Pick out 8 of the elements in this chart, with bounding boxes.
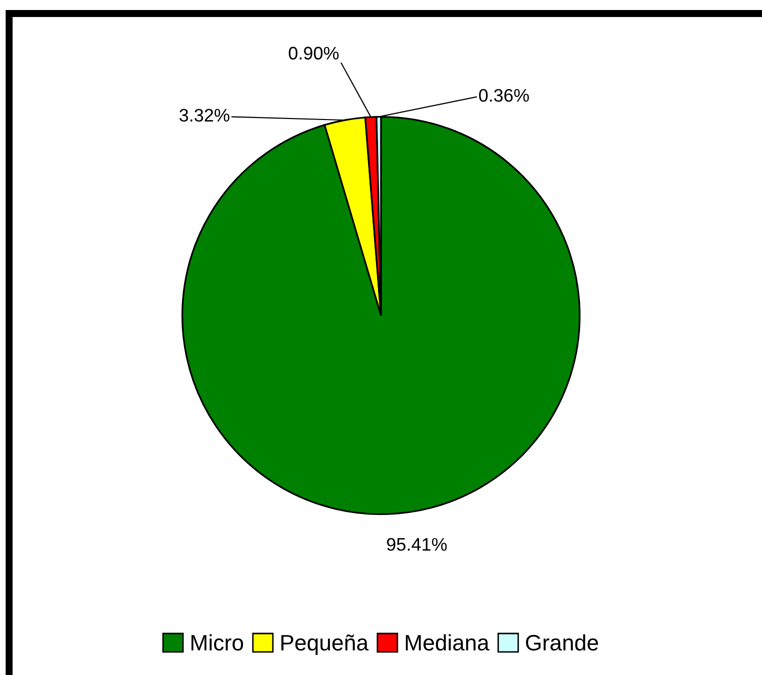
data-label: 3.32% (180, 108, 230, 122)
legend-label: Pequeña (281, 634, 369, 655)
data-label: 0.90% (288, 46, 339, 60)
legend-label: Grande (526, 634, 598, 651)
legend-label: Mediana (406, 634, 490, 651)
data-label: 0.36% (479, 88, 529, 102)
data-label: 95.41% (386, 538, 447, 551)
legend-label: Micro (192, 634, 244, 651)
